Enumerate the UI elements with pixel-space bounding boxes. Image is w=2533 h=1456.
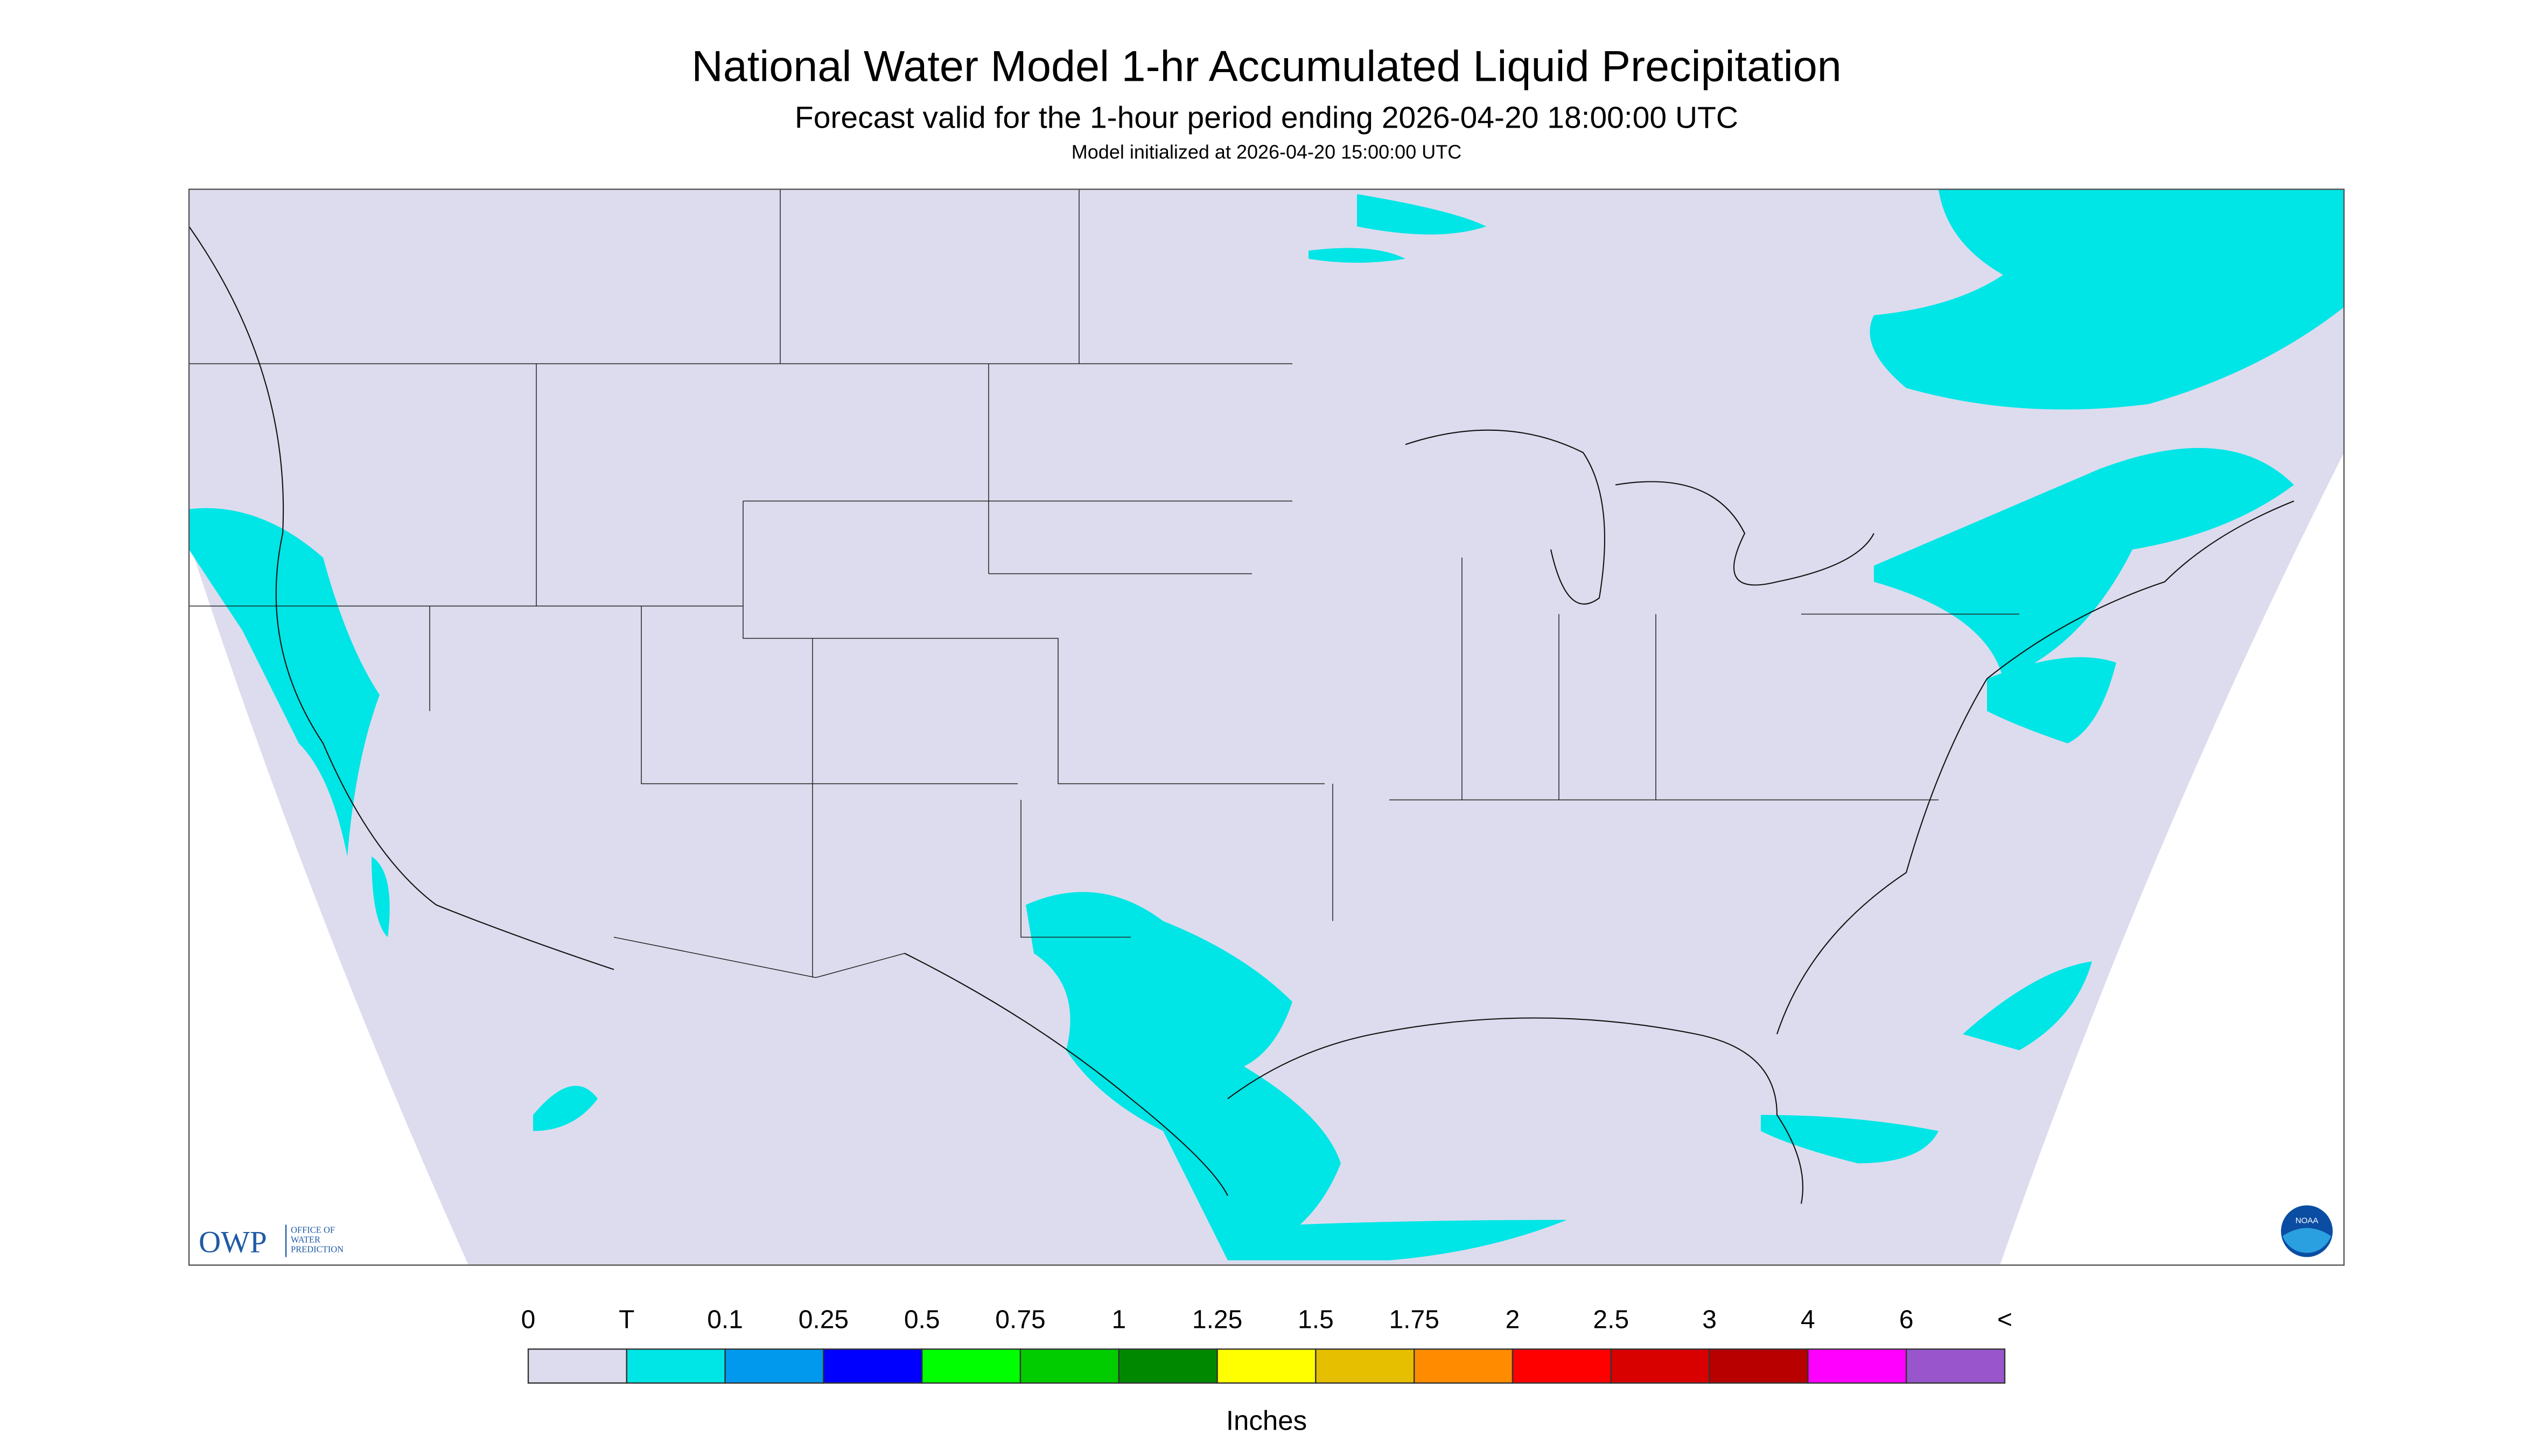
precip bbox=[1987, 657, 2116, 744]
coastline bbox=[188, 226, 2294, 1204]
precip bbox=[1963, 961, 2092, 1051]
legend-label: 3 bbox=[1702, 1306, 1717, 1334]
precip bbox=[1870, 189, 2344, 410]
legend-label: 1.25 bbox=[1192, 1306, 1242, 1334]
legend-swatch bbox=[921, 1348, 1021, 1384]
legend-label: T bbox=[619, 1306, 634, 1334]
legend-swatch bbox=[1118, 1348, 1218, 1384]
legend-swatch bbox=[626, 1348, 726, 1384]
owp-text: PREDICTION bbox=[291, 1244, 344, 1255]
legend-label: 1.5 bbox=[1298, 1306, 1334, 1334]
border bbox=[189, 189, 2019, 978]
legend-label: 6 bbox=[1899, 1306, 1914, 1334]
subtitle: Forecast valid for the 1-hour period end… bbox=[795, 101, 1738, 135]
legend: 0 T 0.1 0.25 0.5 0.75 1 1.25 1.5 1.75 2 2.5 3 4 6 < bbox=[521, 1306, 2012, 1384]
legend-label: 1.75 bbox=[1389, 1306, 1439, 1334]
legend-swatch bbox=[1807, 1348, 1907, 1384]
domain bbox=[189, 189, 2344, 1265]
legend-swatch bbox=[1709, 1348, 1809, 1384]
precip bbox=[1026, 892, 1341, 1261]
legend-swatch bbox=[1019, 1348, 1120, 1384]
precip bbox=[189, 508, 380, 857]
legend-label: 1 bbox=[1111, 1306, 1126, 1334]
precip bbox=[1761, 1115, 1939, 1164]
great-lakes bbox=[1405, 429, 1874, 605]
legend-label: 2.5 bbox=[1593, 1306, 1629, 1334]
noaa-text: NOAA bbox=[2296, 1216, 2319, 1226]
legend-label: 0.1 bbox=[707, 1306, 743, 1334]
precip-areas bbox=[189, 189, 2344, 1261]
legend-swatch bbox=[823, 1348, 923, 1384]
legend-label: 0.25 bbox=[799, 1306, 849, 1334]
legend-swatch bbox=[1905, 1348, 2006, 1384]
map-frame bbox=[188, 188, 2345, 1266]
legend-swatch bbox=[1414, 1348, 1514, 1384]
owp-text: OFFICE OF bbox=[291, 1225, 335, 1235]
map: OWP OFFICE OF WATER PREDICTION NOAA bbox=[188, 188, 2345, 1266]
noaa-wave bbox=[2283, 1228, 2331, 1253]
legend-swatch bbox=[724, 1348, 824, 1384]
init-note: Model initialized at 2026-04-20 15:00:00… bbox=[1072, 141, 1461, 163]
precip bbox=[1228, 1220, 1567, 1261]
precip bbox=[1309, 194, 1486, 263]
legend-swatch bbox=[1216, 1348, 1317, 1384]
legend-label: 0.75 bbox=[995, 1306, 1045, 1334]
legend-label: 4 bbox=[1801, 1306, 1815, 1334]
legend-unit: Inches bbox=[1226, 1405, 1307, 1436]
title: National Water Model 1-hr Accumulated Li… bbox=[691, 43, 1842, 91]
legend-swatch bbox=[1512, 1348, 1612, 1384]
legend-label: 0.5 bbox=[904, 1306, 940, 1334]
precip bbox=[372, 856, 598, 1131]
legend-swatch bbox=[527, 1348, 628, 1384]
precip bbox=[1874, 447, 2294, 679]
legend-label: < bbox=[1997, 1306, 2012, 1334]
state-borders bbox=[188, 189, 2294, 1204]
owp-logo: OWP bbox=[199, 1226, 267, 1259]
legend-label: 0 bbox=[521, 1306, 536, 1334]
owp-text: WATER bbox=[291, 1235, 320, 1245]
legend-swatch bbox=[1315, 1348, 1415, 1384]
legend-label: 2 bbox=[1506, 1306, 1520, 1334]
legend-swatch bbox=[1610, 1348, 1710, 1384]
